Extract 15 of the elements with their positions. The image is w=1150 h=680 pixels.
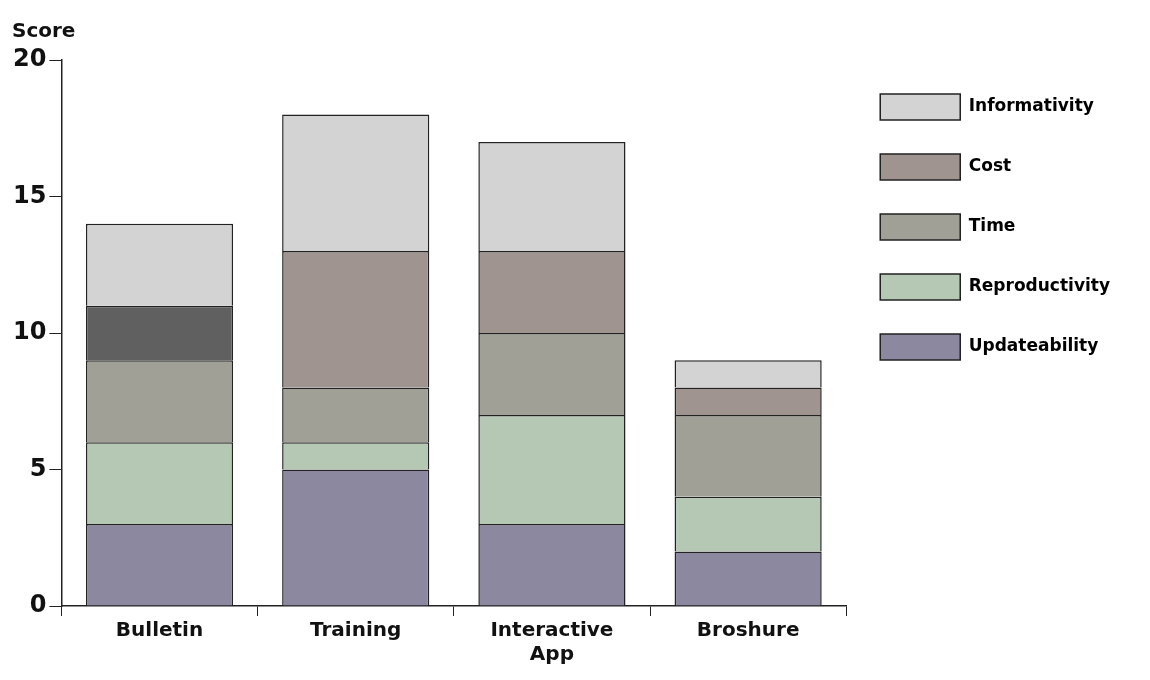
- y-tick-label: 15: [12, 180, 47, 209]
- x-tick-label: Interactive App: [490, 617, 614, 666]
- x-tick-label: Training: [310, 617, 402, 642]
- y-tick-label: 5: [29, 453, 47, 482]
- y-tick-label: 10: [12, 317, 47, 346]
- y-tick-label: 20: [12, 44, 47, 73]
- legend-label: Informativity: [968, 95, 1094, 116]
- y-tick-label: 0: [29, 590, 47, 619]
- legend-label: Updateability: [968, 335, 1099, 356]
- legend-label: Reproductivity: [968, 275, 1111, 296]
- y-axis-title: Score: [12, 18, 76, 43]
- legend-label: Cost: [968, 155, 1012, 176]
- x-tick-label: Bulletin: [115, 617, 204, 642]
- x-tick-label: Broshure: [696, 617, 800, 642]
- legend-label: Time: [968, 215, 1016, 236]
